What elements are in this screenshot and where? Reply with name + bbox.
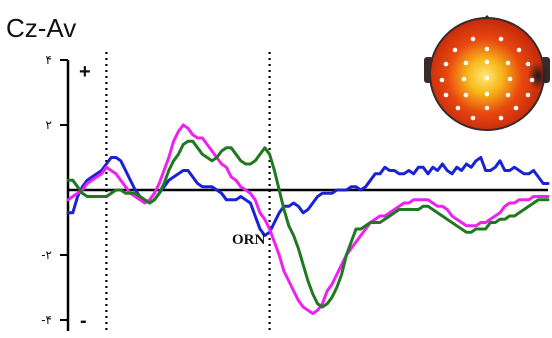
electrode-dot xyxy=(484,59,490,65)
series-line-green xyxy=(66,139,550,309)
electrode-dot xyxy=(463,60,469,66)
electrode-dot xyxy=(470,36,476,42)
electrode-dot xyxy=(498,115,504,121)
negative-polarity-mark: - xyxy=(80,310,87,332)
electrode-dot xyxy=(505,92,511,98)
electrode-dot xyxy=(452,47,458,53)
scalp-topography-map xyxy=(424,15,550,131)
y-tick-label: ۲ xyxy=(46,118,52,132)
positive-polarity-mark: + xyxy=(79,61,91,83)
y-tick-label: ۴ xyxy=(46,53,52,67)
electrode-dot xyxy=(498,36,504,42)
orn-annotation: ORN xyxy=(232,232,266,248)
y-tick-label: -۴ xyxy=(41,313,52,327)
electrode-dot xyxy=(470,115,476,121)
chart-title: Cz-Av xyxy=(6,13,76,43)
negative-region xyxy=(528,62,548,90)
electrode-dot xyxy=(529,77,535,83)
electrode-dots xyxy=(439,36,535,121)
series-lines xyxy=(66,123,550,315)
electrode-dot xyxy=(443,92,449,98)
y-ticks: ۴ ۲ -۲ -۴ xyxy=(41,53,68,327)
electrode-dot xyxy=(484,46,490,52)
electrode-dot xyxy=(443,61,449,67)
electrode-dot xyxy=(525,61,531,67)
electrode-dot xyxy=(439,77,445,83)
electrode-dot xyxy=(484,105,490,111)
electrode-dot xyxy=(463,92,469,98)
vertical-markers xyxy=(105,52,271,331)
axes xyxy=(66,60,548,331)
y-tick-label: -۲ xyxy=(41,248,52,262)
electrode-dot xyxy=(513,105,519,111)
electrode-dot xyxy=(516,47,522,53)
electrode-dot xyxy=(505,60,511,66)
electrode-dot xyxy=(507,76,513,82)
electrode-dot xyxy=(461,76,467,82)
head-outline-icon xyxy=(429,17,545,131)
electrode-dot xyxy=(525,92,531,98)
electrode-dot xyxy=(484,75,490,81)
electrode-dot xyxy=(484,91,490,97)
electrode-dot xyxy=(455,105,461,111)
